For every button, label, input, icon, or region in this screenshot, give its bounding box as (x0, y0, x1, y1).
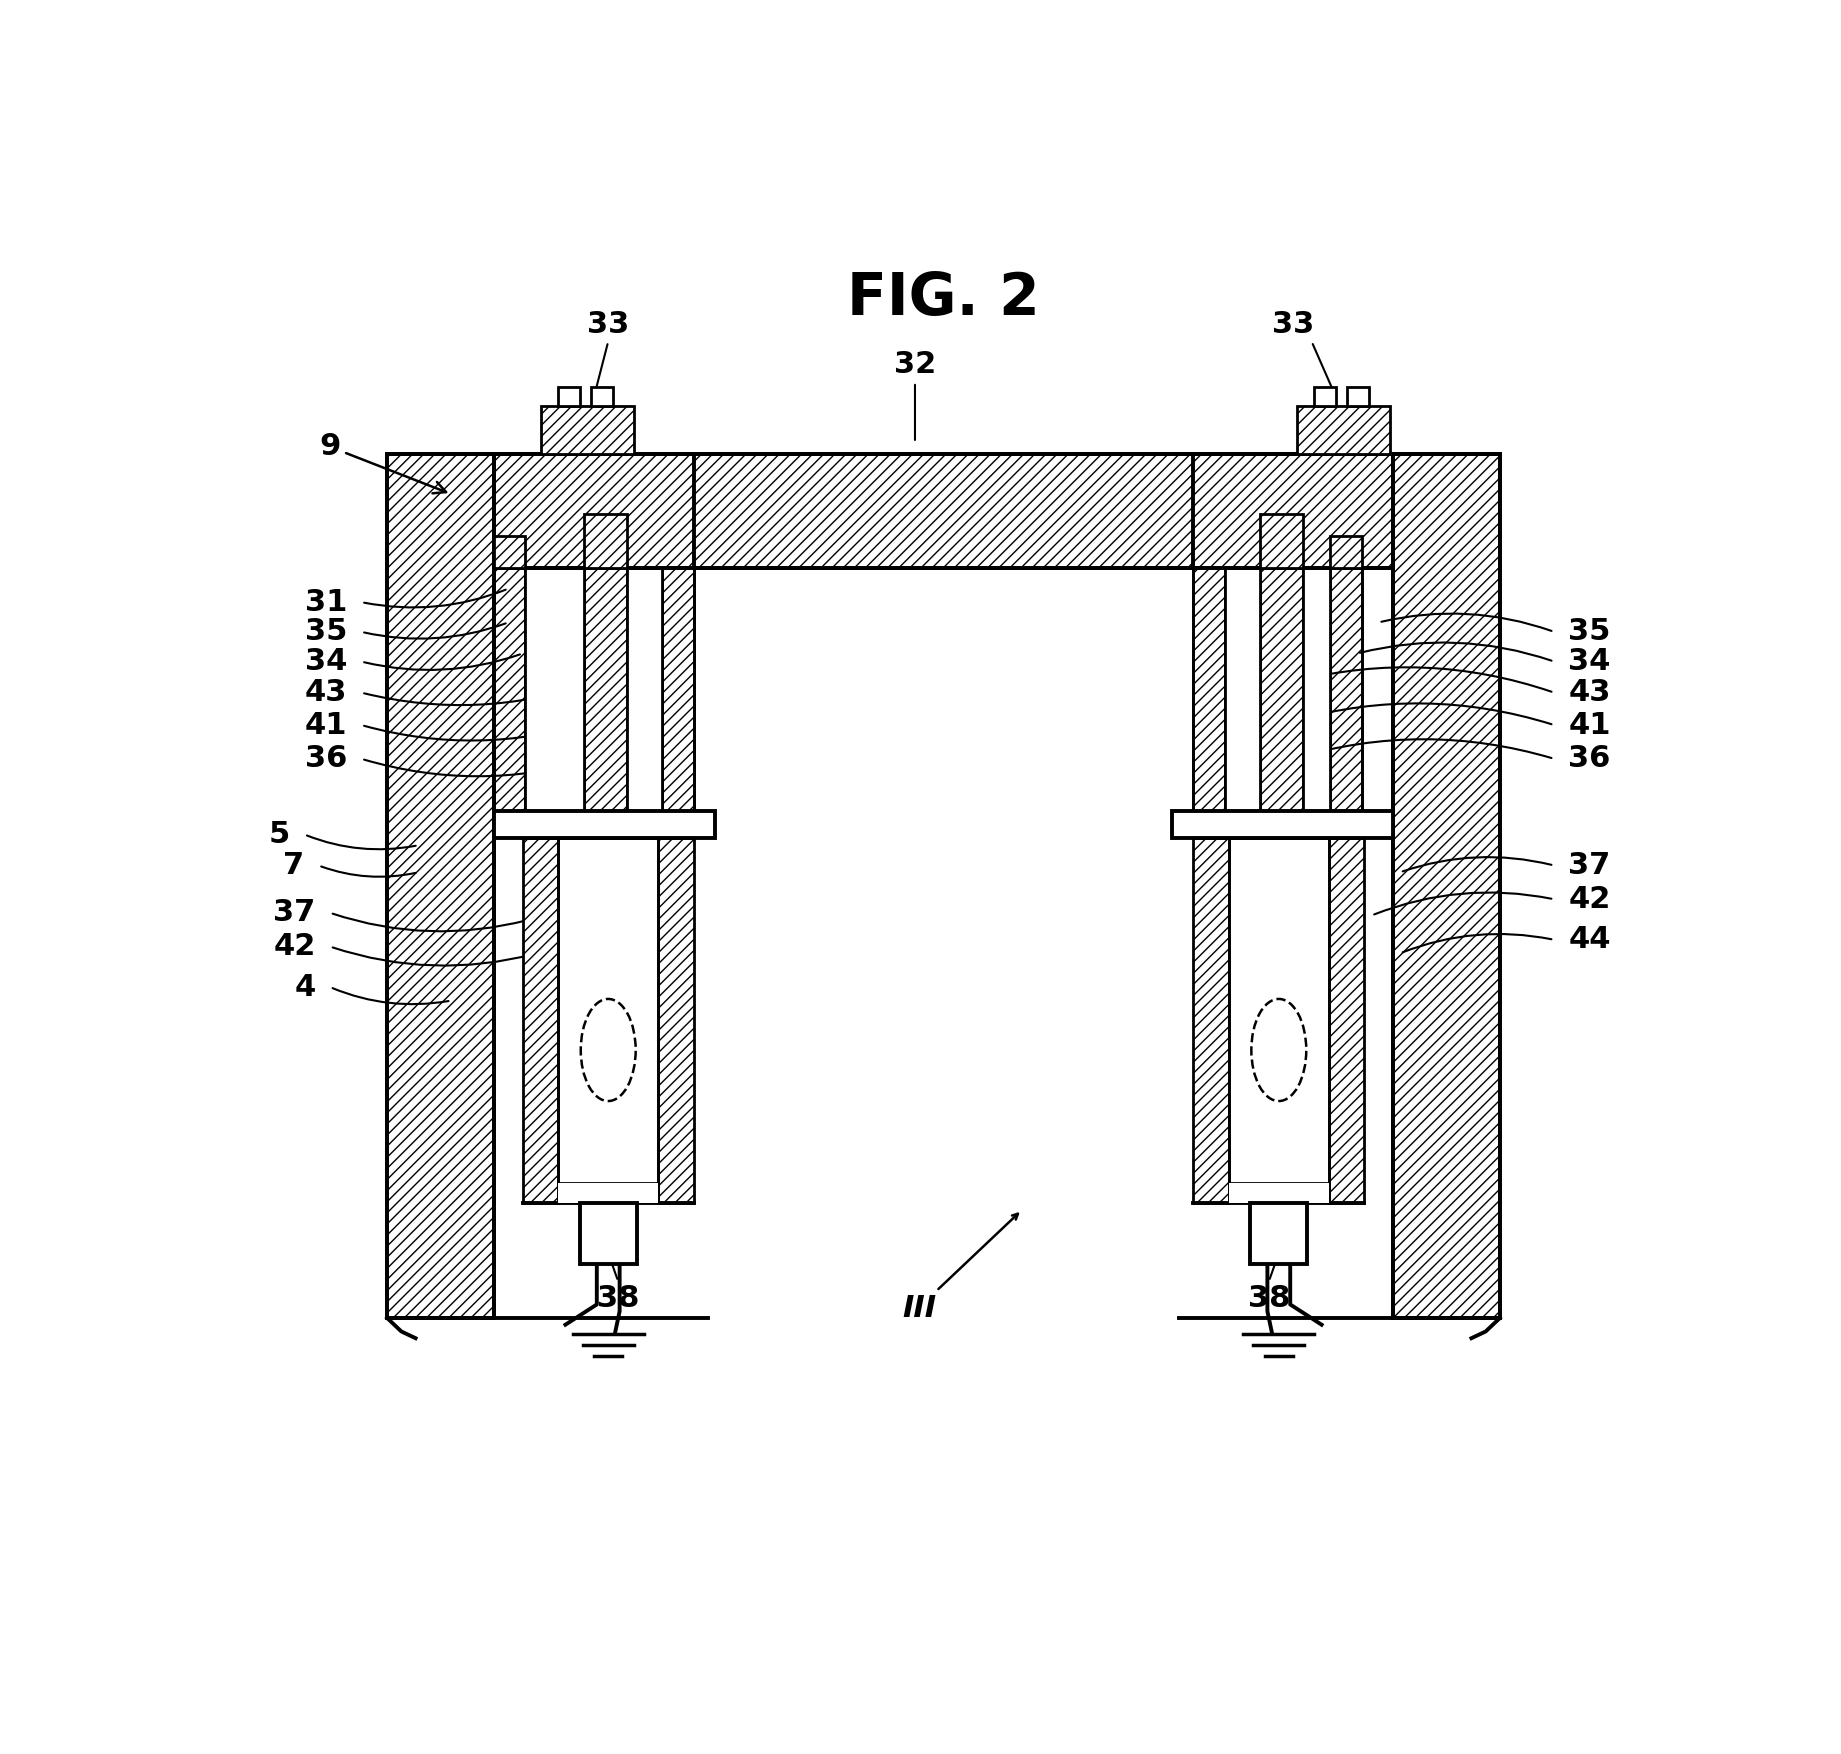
Bar (1331, 568, 1362, 817)
Bar (1298, 407, 1390, 454)
Text: 36: 36 (306, 744, 348, 774)
Bar (591, 388, 613, 407)
Bar (1230, 1182, 1329, 1203)
Bar (493, 454, 694, 568)
Bar (1348, 388, 1368, 407)
Bar (1394, 454, 1500, 1317)
Bar (584, 568, 626, 817)
Bar (626, 568, 663, 817)
Bar (1314, 388, 1337, 407)
Text: 9: 9 (318, 431, 446, 493)
Bar (387, 454, 493, 1317)
Text: 5: 5 (269, 819, 291, 849)
Bar (558, 838, 659, 1182)
Text: 7: 7 (284, 851, 304, 881)
Text: 43: 43 (306, 679, 348, 707)
Text: 42: 42 (1569, 884, 1611, 914)
Text: 41: 41 (1569, 710, 1611, 740)
Text: 34: 34 (1569, 647, 1611, 675)
Bar (493, 537, 525, 568)
Bar (1261, 514, 1303, 568)
Bar (1261, 568, 1303, 817)
Bar (1303, 568, 1331, 817)
Bar (663, 568, 694, 817)
Bar (584, 514, 626, 568)
Text: 31: 31 (306, 588, 348, 617)
Text: 38: 38 (1248, 1284, 1291, 1314)
Bar (525, 568, 663, 817)
Text: FIG. 2: FIG. 2 (847, 270, 1040, 326)
Bar (1193, 568, 1224, 817)
Bar (1224, 568, 1261, 817)
Bar (1329, 838, 1364, 1203)
Bar (558, 1182, 659, 1203)
Text: 42: 42 (272, 931, 317, 961)
Bar (493, 454, 1394, 568)
Bar (523, 838, 558, 1203)
Bar (1250, 1203, 1307, 1265)
Bar (1230, 838, 1329, 1182)
Bar (659, 838, 694, 1203)
Text: 32: 32 (895, 351, 935, 379)
Text: 33: 33 (587, 310, 630, 339)
Bar (558, 388, 580, 407)
Text: 37: 37 (274, 898, 317, 928)
Text: 37: 37 (1569, 851, 1611, 881)
Bar (1193, 454, 1394, 568)
Text: III: III (902, 1294, 937, 1323)
Bar (525, 568, 584, 817)
Text: 35: 35 (306, 617, 348, 647)
Text: 34: 34 (306, 647, 348, 675)
Bar (493, 812, 714, 838)
Text: 33: 33 (1272, 310, 1314, 339)
Bar (1193, 838, 1230, 1203)
Text: 38: 38 (596, 1284, 639, 1314)
Bar (1173, 812, 1394, 838)
Bar (1331, 537, 1362, 568)
Text: 44: 44 (1569, 926, 1611, 954)
Text: 41: 41 (304, 710, 348, 740)
Text: 43: 43 (1569, 679, 1611, 707)
Bar (541, 407, 633, 454)
Text: 35: 35 (1569, 617, 1611, 647)
Bar (580, 1203, 637, 1265)
Text: 36: 36 (1569, 744, 1611, 774)
Bar (1224, 568, 1331, 817)
Text: 4: 4 (295, 972, 317, 1002)
Bar (493, 568, 525, 817)
